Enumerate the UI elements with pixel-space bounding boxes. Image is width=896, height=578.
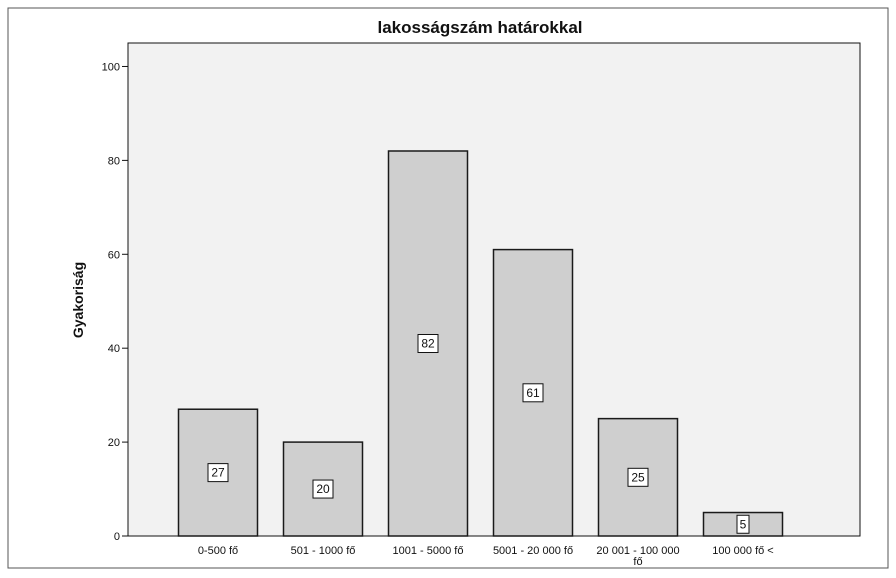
x-tick-label: 1001 - 5000 fő (393, 545, 464, 557)
data-label-box (522, 383, 544, 403)
data-label: 5 (740, 517, 747, 531)
x-tick-label: 0-500 fő (198, 545, 238, 557)
data-label: 82 (421, 336, 435, 350)
y-tick-label: 80 (108, 155, 120, 167)
y-tick-label: 20 (108, 437, 120, 449)
x-axis-tick-labels: 0-500 fő 501 - 1000 fő 1001 - 5000 fő 5001 … (198, 545, 774, 568)
x-tick-label: 100 000 fő < (712, 545, 773, 557)
chart-title: lakosságszám határokkal (377, 18, 582, 37)
data-label-box (627, 467, 649, 487)
y-tick-label: 60 (108, 249, 120, 261)
x-tick-label: 501 - 1000 fő (291, 545, 356, 557)
data-label: 20 (316, 482, 330, 496)
y-axis-ticks: 0 20 40 60 80 100 (102, 61, 128, 543)
data-label-box (417, 333, 439, 353)
data-label-box (312, 479, 334, 499)
data-labels-group: 27 20 82 61 25 5 (207, 333, 750, 534)
y-tick-label: 100 (102, 61, 120, 73)
x-tick-label: 20 001 - 100 000 fő (596, 545, 679, 568)
data-label: 25 (631, 470, 645, 484)
data-label-box (207, 463, 229, 483)
x-tick-label: 5001 - 20 000 fő (493, 545, 573, 557)
y-axis-label: Gyakoriság (70, 262, 86, 338)
y-tick-label: 0 (114, 531, 120, 543)
data-label: 61 (526, 386, 540, 400)
data-label-box (736, 514, 750, 534)
y-tick-label: 40 (108, 343, 120, 355)
data-label: 27 (211, 466, 225, 480)
